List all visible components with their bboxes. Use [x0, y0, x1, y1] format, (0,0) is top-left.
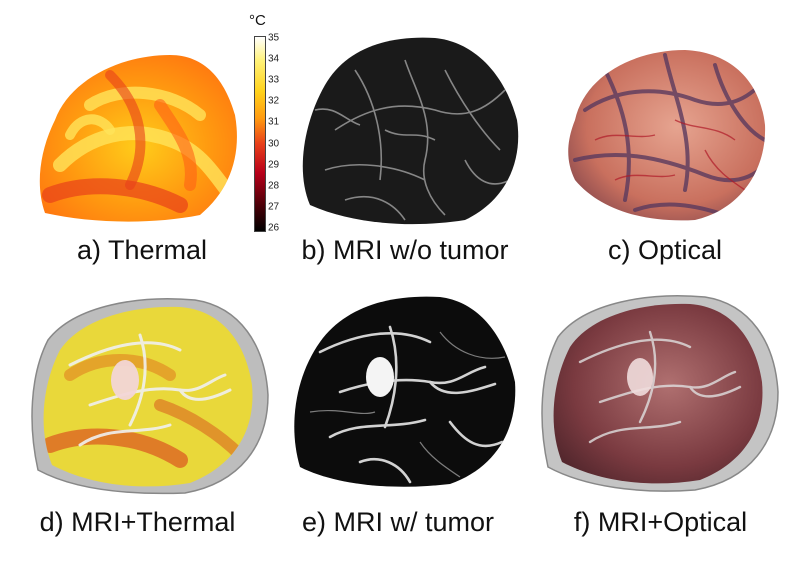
colorbar-tick: 26 [268, 222, 280, 234]
caption-optical: c) Optical [607, 235, 723, 265]
caption-mri-optical: f) MRI+Optical [573, 507, 748, 537]
mri-thermal-overlay-image [30, 295, 270, 495]
thermal-image [30, 45, 255, 225]
mri-without-tumor-image [285, 30, 525, 230]
colorbar-tick: 31 [268, 116, 280, 128]
colorbar-tick: 29 [268, 159, 280, 171]
caption-mri-thermal: d) MRI+Thermal [39, 507, 236, 537]
optical-image [555, 40, 775, 225]
colorbar-tick: 34 [268, 53, 280, 65]
colorbar-tick: 32 [268, 95, 280, 107]
mri-with-tumor-image [280, 292, 520, 492]
caption-thermal: a) Thermal [76, 235, 208, 265]
caption-mri-without-tumor: b) MRI w/o tumor [301, 235, 509, 265]
caption-mri-with-tumor: e) MRI w/ tumor [301, 507, 495, 537]
mri-optical-overlay-image [540, 292, 780, 497]
colorbar-unit: °C [249, 12, 266, 29]
colorbar-tick: 30 [268, 138, 280, 150]
colorbar-tick: 35 [268, 32, 280, 44]
colorbar-tick: 28 [268, 180, 280, 192]
colorbar [254, 36, 266, 232]
colorbar-tick: 33 [268, 74, 280, 86]
colorbar-tick: 27 [268, 201, 280, 213]
